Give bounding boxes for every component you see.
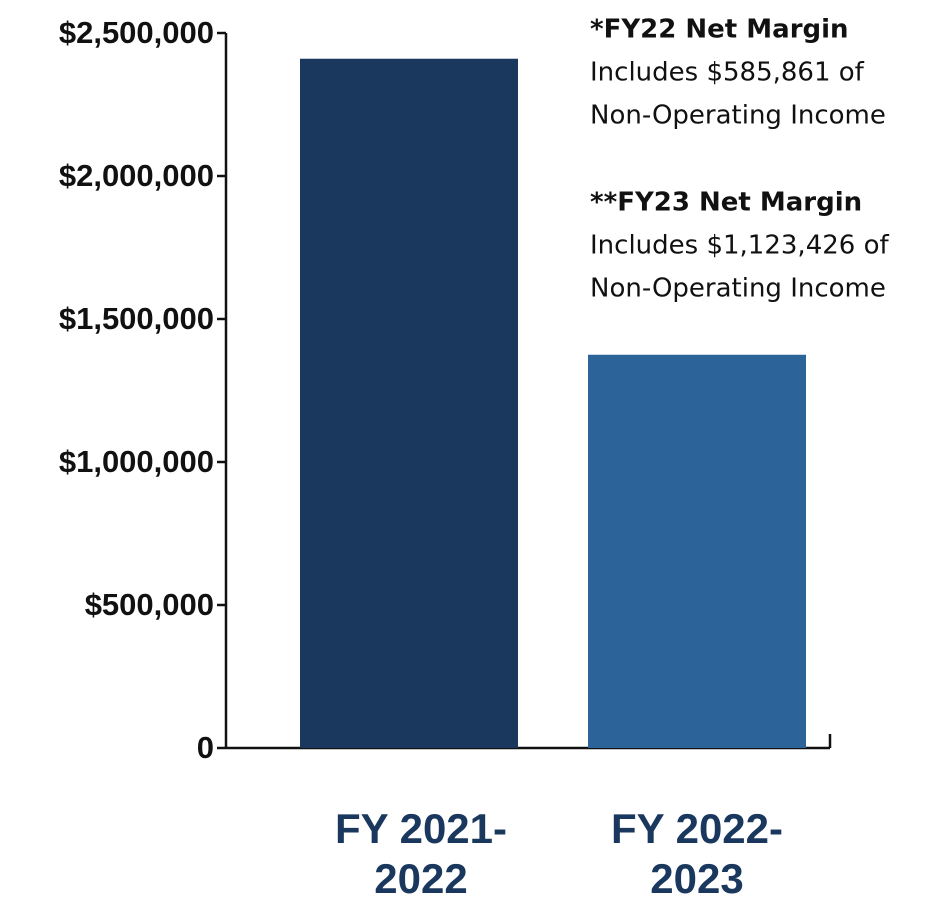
y-tick-label: $500,000 — [85, 587, 214, 622]
annotation-heading: *FY22 Net Margin — [590, 15, 849, 45]
y-tick-label: 0 — [197, 730, 214, 765]
y-tick-label: $1,000,000 — [59, 444, 214, 479]
annotation-line: Non-Operating Income — [590, 101, 886, 131]
x-tick-label: FY 2021-2022 — [335, 805, 507, 901]
y-tick-label: $1,500,000 — [59, 301, 214, 336]
annotation-heading: **FY23 Net Margin — [590, 188, 862, 218]
bar — [588, 354, 806, 748]
annotation-line: Includes $1,123,426 of — [590, 231, 889, 261]
annotation-line: Includes $585,861 of — [590, 58, 865, 88]
bar — [300, 58, 518, 749]
x-tick-label: FY 2022-2023 — [611, 805, 783, 901]
y-tick-label: $2,500,000 — [59, 15, 214, 50]
annotation-line: Non-Operating Income — [590, 274, 886, 304]
y-tick-label: $2,000,000 — [59, 158, 214, 193]
